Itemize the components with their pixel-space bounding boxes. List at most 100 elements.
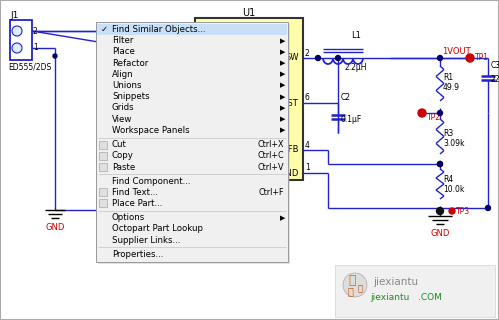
Text: TP3: TP3 [456,206,470,215]
Text: Copy: Copy [112,151,134,160]
Text: Cut: Cut [112,140,127,149]
Text: 1: 1 [33,44,38,52]
Text: 0.1μF: 0.1μF [341,115,362,124]
Circle shape [335,55,340,60]
Text: GND: GND [430,229,450,238]
Text: TP1: TP1 [475,53,489,62]
Circle shape [53,54,57,58]
Text: Ctrl+C: Ctrl+C [257,151,284,160]
Text: VIN: VIN [200,53,215,62]
Text: SW: SW [285,53,299,62]
Circle shape [418,109,426,117]
Text: 22μF: 22μF [491,76,499,84]
Text: R3: R3 [443,129,453,138]
Text: L1: L1 [351,31,361,40]
Bar [96,22,288,262]
Text: Options: Options [112,213,145,222]
Text: 1: 1 [305,164,310,172]
Text: ▶: ▶ [279,215,285,221]
Text: Ctrl+F: Ctrl+F [258,188,284,197]
Text: Octopart Part Lookup: Octopart Part Lookup [112,225,203,234]
Text: 1VOUT: 1VOUT [442,46,471,55]
Text: ▶: ▶ [279,60,285,66]
Circle shape [486,205,491,211]
Circle shape [315,55,320,60]
Text: TP2: TP2 [427,114,441,123]
Text: 4: 4 [305,140,310,149]
Text: VFB: VFB [282,146,299,155]
Text: jiexiantu: jiexiantu [370,293,409,302]
Text: View: View [112,115,132,124]
Text: Refactor: Refactor [112,59,148,68]
Bar [99,140,107,148]
Bar [99,152,107,160]
Text: 6: 6 [305,93,310,102]
Bar [10,20,32,60]
Text: EN: EN [200,99,212,108]
Text: 3.09k: 3.09k [443,139,465,148]
Bar [335,265,495,317]
Bar [99,188,107,196]
Text: 10.0k: 10.0k [443,186,465,195]
Text: Ctrl+X: Ctrl+X [257,140,284,149]
Text: ▶: ▶ [279,105,285,111]
Text: C2: C2 [341,93,351,102]
Text: Place Part...: Place Part... [112,199,162,208]
Text: Find Text...: Find Text... [112,188,158,197]
Circle shape [438,110,443,116]
Text: R4: R4 [443,175,453,185]
Text: C3: C3 [491,61,499,70]
Text: 2: 2 [305,49,310,58]
Text: Properties...: Properties... [112,250,163,259]
Circle shape [343,273,367,297]
Text: Place: Place [112,47,135,57]
Text: VBST: VBST [277,99,299,108]
Circle shape [12,43,22,53]
Text: ✓: ✓ [101,25,108,34]
Text: ▶: ▶ [279,116,285,122]
Bar [98,24,290,264]
Text: 申: 申 [348,274,355,286]
Bar [99,163,107,171]
Text: Workspace Panels: Workspace Panels [112,126,190,135]
Text: ▶: ▶ [279,49,285,55]
Circle shape [438,162,443,166]
Text: Align: Align [112,70,134,79]
Text: GND: GND [279,169,299,178]
Text: Paste: Paste [112,163,135,172]
Text: Snippets: Snippets [112,92,150,101]
Circle shape [466,54,474,62]
Circle shape [12,26,22,36]
Text: 2.2μH: 2.2μH [345,63,367,72]
Text: Ctrl+V: Ctrl+V [257,163,284,172]
Text: Find Component...: Find Component... [112,177,191,186]
Text: ED555/2DS: ED555/2DS [8,62,51,71]
Circle shape [438,55,443,60]
Text: ▶: ▶ [279,71,285,77]
Text: J1: J1 [10,12,18,20]
Circle shape [138,29,142,33]
Text: R1: R1 [443,74,453,83]
Text: Grids: Grids [112,103,135,113]
Text: jiexiantu: jiexiantu [373,277,418,287]
Text: ▶: ▶ [279,38,285,44]
Circle shape [449,208,455,214]
Text: PS563201DDCR: PS563201DDCR [197,180,264,189]
Text: 2: 2 [33,27,38,36]
Bar [97,24,287,35]
Text: Find Similar Objects...: Find Similar Objects... [112,25,206,34]
Text: Filter: Filter [112,36,133,45]
Circle shape [437,207,444,214]
Text: 49.9: 49.9 [443,84,460,92]
Text: ▶: ▶ [279,94,285,100]
Text: 友: 友 [358,284,363,293]
Text: ▶: ▶ [279,83,285,89]
Text: .COM: .COM [418,293,442,302]
Text: U1: U1 [243,8,255,18]
Bar [195,18,303,180]
Text: Supplier Links...: Supplier Links... [112,236,180,245]
Circle shape [438,162,443,166]
Text: Unions: Unions [112,81,142,90]
Bar [99,199,107,207]
Circle shape [178,29,182,33]
